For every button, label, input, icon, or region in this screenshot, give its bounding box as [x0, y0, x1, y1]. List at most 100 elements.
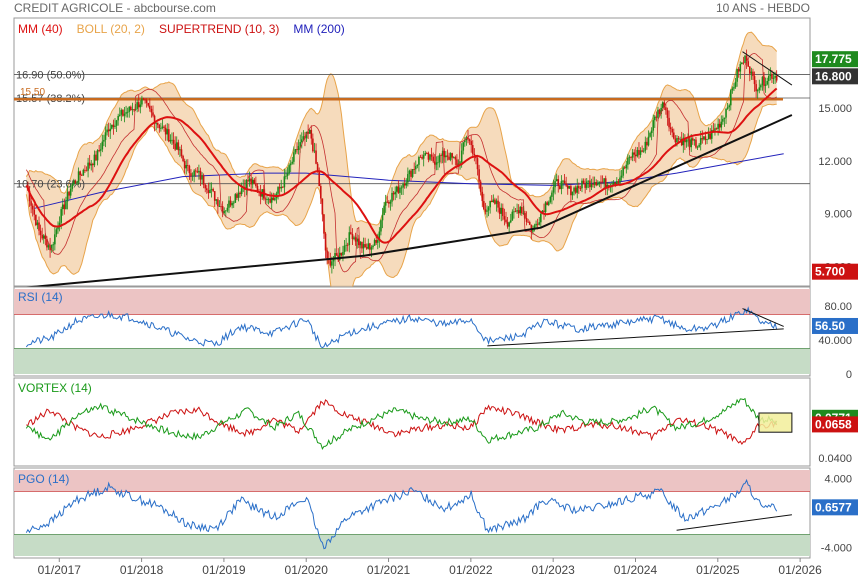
price-candle-body — [473, 153, 476, 156]
price-candle-body — [369, 243, 371, 250]
price-candle-body — [715, 128, 718, 130]
price-candle-body — [460, 150, 463, 163]
price-candle-body — [584, 183, 586, 188]
price-candle-body — [426, 153, 428, 154]
price-candle-body — [589, 180, 591, 188]
price-candle-body — [712, 130, 715, 131]
price-candle-body — [321, 198, 324, 215]
price-candle-body — [225, 210, 227, 212]
price-candle-body — [85, 170, 88, 172]
price-y-tick-label: 12.000 — [818, 156, 852, 168]
price-candle-body — [223, 211, 226, 213]
price-candle-body — [164, 127, 167, 135]
price-candle-body — [677, 138, 680, 140]
price-candle-body — [71, 184, 74, 189]
price-candle-body — [153, 115, 156, 124]
price-tag-box — [812, 51, 858, 68]
price-candle-body — [511, 211, 514, 221]
price-candle-body — [573, 187, 575, 192]
price-candle-body — [674, 138, 677, 143]
price-candle-body — [424, 153, 427, 156]
x-axis-tick-label: 01/2018 — [120, 563, 164, 577]
price-candle-body — [760, 85, 762, 88]
price-candle-body — [128, 106, 131, 112]
price-candle-body — [521, 206, 523, 214]
price-candle-body — [185, 165, 188, 169]
price-candle-body — [274, 198, 276, 201]
price-candle-body — [104, 132, 107, 140]
price-candle-body — [402, 183, 404, 188]
price-candle-body — [612, 182, 615, 186]
price-candle-body — [617, 181, 620, 183]
price-candle-body — [50, 244, 53, 251]
price-candle-body — [109, 128, 112, 132]
price-candle-body — [166, 129, 169, 135]
price-candle-body — [408, 170, 411, 175]
price-candle-body — [717, 123, 719, 129]
price-candle-body — [111, 124, 113, 129]
price-candle-body — [407, 174, 409, 183]
price-candle-body — [289, 163, 292, 166]
price-candle-body — [228, 200, 230, 208]
price-candle-body — [277, 187, 279, 194]
bollinger-lower-line — [25, 103, 777, 322]
price-candle-body — [65, 201, 67, 210]
price-candle-body — [497, 200, 499, 208]
price-candle-body — [313, 150, 316, 152]
price-candle-body — [554, 181, 556, 188]
price-candle-body — [324, 233, 327, 251]
price-candle-body — [293, 152, 295, 162]
price-candle-body — [571, 191, 574, 196]
price-candle-body — [755, 84, 757, 92]
price-candle-body — [704, 136, 707, 140]
pgo-y-tick-label: -4.000 — [821, 542, 852, 554]
price-candle-body — [394, 191, 396, 195]
pgo-high-zone — [14, 470, 810, 492]
price-candle-body — [739, 64, 742, 72]
price-candle-body — [361, 241, 363, 249]
price-candle-body — [543, 210, 545, 213]
price-candle-body — [31, 205, 34, 210]
price-candle-body — [500, 207, 503, 214]
price-candle-body — [149, 105, 151, 109]
price-candle-body — [259, 192, 262, 197]
rsi-line — [25, 306, 778, 349]
chart-title: CREDIT AGRICOLE - abcbourse.com — [14, 1, 216, 15]
price-candle-body — [152, 112, 154, 116]
price-candle-body — [28, 190, 31, 202]
price-candle-body — [671, 128, 674, 133]
price-candle-body — [36, 222, 39, 226]
price-candle-body — [90, 163, 93, 166]
price-candle-body — [245, 179, 248, 190]
price-candle-body — [35, 214, 37, 226]
price-tag-label: 17.775 — [815, 52, 852, 66]
price-candle-body — [695, 139, 697, 148]
price-candle-body — [679, 138, 681, 140]
price-candle-body — [253, 179, 256, 184]
price-candle-body — [731, 88, 734, 91]
price-candle-body — [42, 235, 45, 239]
price-candle-body — [283, 176, 286, 188]
price-candle-body — [331, 261, 333, 266]
price-candle-body — [585, 181, 588, 188]
price-candle-body — [576, 186, 579, 193]
price-candle-body — [193, 170, 195, 176]
price-candle-body — [595, 182, 598, 186]
price-candle-body — [187, 165, 189, 166]
price-candle-body — [101, 141, 104, 150]
price-candle-body — [449, 153, 452, 160]
price-candle-body — [300, 139, 303, 143]
price-candle-body — [194, 170, 197, 172]
price-candle-body — [329, 259, 332, 266]
fibonacci-level-label: 10.70 (23.6%) — [16, 179, 85, 191]
price-candle-body — [204, 184, 207, 189]
price-candle-body — [470, 141, 472, 146]
price-candle-body — [334, 253, 336, 260]
price-candle-body — [454, 157, 457, 160]
price-candle-body — [117, 115, 119, 121]
price-candle-body — [319, 186, 322, 199]
x-axis-tick-label: 01/2017 — [38, 563, 82, 577]
upper-trendline — [742, 51, 793, 86]
price-candle-body — [508, 222, 510, 227]
price-candle-body — [438, 155, 441, 163]
